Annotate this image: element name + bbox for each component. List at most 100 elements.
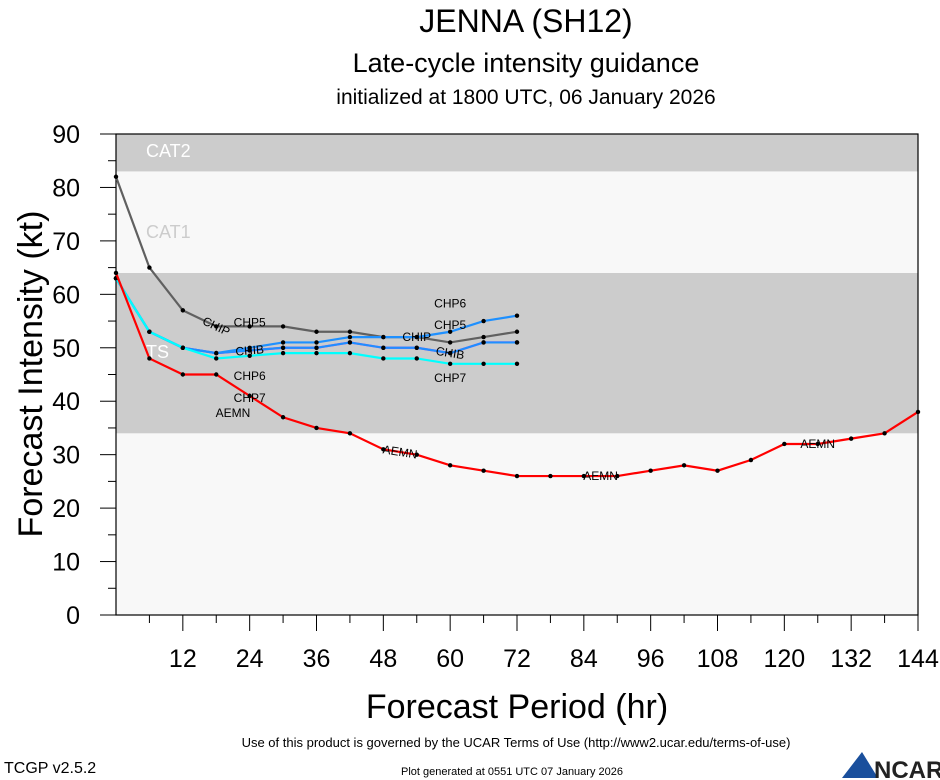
y-tick-label: 30 (52, 442, 80, 470)
series-label-chip: CHIP (402, 330, 431, 344)
data-point-chp6 (381, 334, 386, 340)
generated-text: Plot generated at 0551 UTC 07 January 20… (401, 766, 623, 778)
x-tick-label: 108 (697, 645, 739, 673)
data-point-aemn (748, 457, 754, 463)
data-point-aemn (848, 436, 854, 441)
series-label-chib: CHIB (435, 344, 466, 362)
data-point-aemn (280, 415, 286, 420)
data-point-chp6 (214, 350, 219, 356)
data-point-chp7 (381, 356, 386, 361)
data-point-chip (280, 324, 286, 329)
data-point-chip (147, 265, 152, 270)
chart-title: JENNA (SH12) (419, 3, 632, 39)
data-point-aemn (447, 463, 453, 468)
x-axis-label: Forecast Period (hr) (366, 688, 668, 726)
data-point-chp7 (481, 361, 486, 367)
series-label-chp7: CHP7 (234, 391, 266, 405)
series-label-chp6: CHP6 (234, 369, 266, 383)
data-point-chp5 (314, 345, 319, 350)
data-point-aemn (815, 441, 820, 447)
data-point-chp6 (347, 334, 353, 340)
data-point-chp7 (214, 356, 219, 361)
data-point-aemn (581, 473, 587, 479)
x-tick-label: 96 (637, 645, 665, 673)
data-point-aemn (147, 356, 152, 361)
version-text: TCGP v2.5.2 (4, 760, 96, 777)
data-point-chp7 (247, 353, 252, 358)
series-label-aemn: AEMN (583, 469, 618, 483)
band-label-cat1: CAT1 (146, 222, 191, 242)
plot-area: TS CAT1 CAT2 0 10 20 30 40 50 60 70 80 90 12 24 36 48 60 7… (52, 121, 939, 673)
data-point-chp5 (481, 340, 486, 345)
y-tick-label: 10 (52, 549, 80, 577)
data-point-chp6 (280, 340, 286, 345)
data-point-chip (347, 329, 353, 334)
y-tick-label: 60 (52, 281, 80, 309)
data-point-chp5 (514, 340, 520, 345)
data-point-chp5 (447, 350, 453, 356)
data-point-aemn (615, 473, 620, 479)
data-point-chip (214, 324, 219, 329)
data-point-chp7 (347, 350, 353, 356)
band-ts (116, 272, 918, 434)
y-tick-label: 50 (52, 335, 80, 363)
data-point-chp7 (447, 361, 453, 367)
x-tick-label: 60 (436, 645, 464, 673)
ncar-logo: NCAR (842, 752, 940, 780)
data-point-aemn (782, 441, 787, 447)
data-point-aemn (214, 372, 219, 377)
data-point-aemn (481, 468, 486, 473)
x-tick-label: 84 (570, 645, 598, 673)
data-point-chp5 (280, 345, 286, 350)
data-point-aemn (882, 431, 887, 436)
data-point-chp7 (180, 345, 186, 350)
series-label-chp7: CHP7 (434, 371, 466, 385)
terms-text: Use of this product is governed by the U… (242, 735, 791, 750)
chart-init-time: initialized at 1800 UTC, 06 January 2026 (336, 86, 715, 109)
data-point-aemn (381, 447, 386, 452)
series-label-chib: CHIB (235, 342, 265, 358)
band-cat1 (116, 171, 918, 273)
data-point-aemn (247, 393, 252, 399)
x-tick-label: 12 (169, 645, 197, 673)
x-tick-label: 24 (236, 645, 264, 673)
data-point-chp7 (414, 356, 419, 361)
y-tick-label: 70 (52, 228, 80, 256)
data-point-chip (481, 334, 486, 340)
x-tick-label: 132 (830, 645, 872, 673)
data-point-aemn (180, 372, 186, 377)
data-point-chp6 (247, 345, 252, 350)
y-tick-label: 0 (66, 602, 80, 630)
band-label-cat2: CAT2 (146, 141, 191, 161)
x-tick-label: 48 (369, 645, 397, 673)
band-cat2 (116, 134, 918, 172)
data-point-chip (180, 308, 186, 313)
svg-text:NCAR: NCAR (874, 757, 940, 780)
data-point-chip (447, 340, 453, 345)
band-label-ts: TS (146, 342, 169, 362)
series-label-aemn: AEMN (800, 437, 835, 451)
y-tick-label: 80 (52, 174, 80, 202)
data-point-aemn (414, 452, 419, 457)
data-point-aemn (514, 473, 520, 479)
x-tick-label: 120 (763, 645, 805, 673)
x-tick-label: 144 (897, 645, 939, 673)
series-label-aemn: AEMN (216, 406, 251, 420)
data-point-aemn (314, 425, 319, 431)
data-point-chp5 (347, 340, 353, 345)
data-point-chp7 (280, 350, 286, 356)
data-point-chp6 (414, 334, 419, 340)
data-point-aemn (113, 270, 119, 276)
data-point-aemn (915, 409, 921, 415)
x-tick-label: 36 (303, 645, 331, 673)
data-point-chp5 (381, 345, 386, 350)
data-point-chip (514, 329, 520, 334)
data-point-aemn (648, 468, 653, 473)
data-point-chp6 (481, 318, 486, 324)
data-point-chp6 (314, 340, 319, 345)
y-axis-label: Forecast Intensity (kt) (12, 211, 50, 538)
data-point-aemn (681, 463, 687, 468)
data-point-chp7 (514, 361, 520, 367)
series-label-chp5: CHP5 (434, 318, 466, 332)
